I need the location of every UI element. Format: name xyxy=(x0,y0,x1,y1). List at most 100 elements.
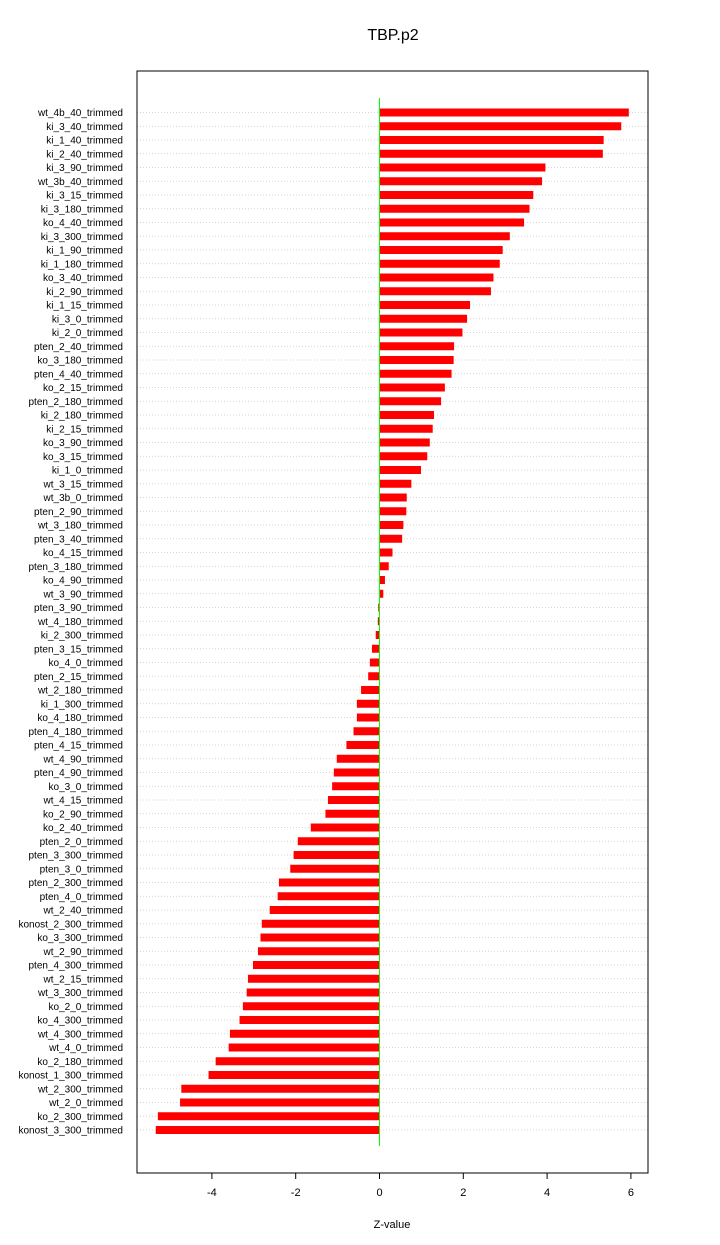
x-tick-label: 2 xyxy=(460,1187,466,1199)
category-label: ki_2_15_trimmed xyxy=(46,424,123,435)
bar xyxy=(378,603,380,612)
category-label: wt_2_40_trimmed xyxy=(43,906,123,917)
bar xyxy=(252,961,380,969)
category-label: wt_4_0_trimmed xyxy=(48,1043,123,1054)
bar xyxy=(379,479,412,488)
category-label: ki_1_300_trimmed xyxy=(41,699,123,710)
bar xyxy=(379,534,403,543)
category-label: ki_1_40_trimmed xyxy=(46,136,123,147)
bar xyxy=(155,1126,380,1134)
bar xyxy=(379,122,622,131)
category-label: wt_3_90_trimmed xyxy=(43,589,123,600)
category-label: ko_3_15_trimmed xyxy=(43,452,123,463)
category-label: ko_2_90_trimmed xyxy=(43,809,123,820)
bar xyxy=(379,136,604,144)
x-tick-label: 6 xyxy=(628,1187,634,1199)
category-label: wt_3_300_trimmed xyxy=(37,988,123,999)
bar xyxy=(379,163,546,172)
category-label: konost_2_300_trimmed xyxy=(18,919,123,930)
bar xyxy=(379,314,468,323)
bar xyxy=(379,273,494,282)
bar xyxy=(379,328,463,337)
bar xyxy=(277,892,380,901)
category-label: wt_2_15_trimmed xyxy=(43,974,123,985)
category-label: pten_3_40_trimmed xyxy=(34,534,123,545)
category-label: wt_3b_0_trimmed xyxy=(43,493,123,504)
category-label: pten_2_300_trimmed xyxy=(28,878,123,889)
category-label: wt_4_300_trimmed xyxy=(37,1029,123,1040)
bar xyxy=(157,1112,380,1121)
bar xyxy=(379,438,430,447)
bar xyxy=(208,1071,380,1079)
bar xyxy=(379,218,525,227)
bars-group xyxy=(155,108,629,1134)
bar xyxy=(379,191,534,199)
category-label: pten_2_90_trimmed xyxy=(34,507,123,518)
category-label: ko_2_180_trimmed xyxy=(37,1057,123,1068)
bar xyxy=(269,906,380,914)
bar xyxy=(379,342,455,351)
bar xyxy=(310,823,380,832)
bar xyxy=(242,1002,380,1011)
x-tick-label: 4 xyxy=(544,1187,550,1199)
category-label: ki_1_180_trimmed xyxy=(41,259,123,270)
category-label: ko_3_40_trimmed xyxy=(43,273,123,284)
bar xyxy=(278,878,380,887)
bar xyxy=(379,562,389,571)
bar xyxy=(379,493,407,502)
category-label: ko_4_15_trimmed xyxy=(43,548,123,559)
category-label: wt_3_180_trimmed xyxy=(37,521,123,532)
category-label: pten_3_15_trimmed xyxy=(34,644,123,655)
bar xyxy=(260,933,380,942)
category-label: pten_4_300_trimmed xyxy=(28,961,123,972)
bar xyxy=(379,383,445,392)
category-label: ko_3_0_trimmed xyxy=(49,782,123,793)
category-label: pten_4_180_trimmed xyxy=(28,727,123,738)
category-label: wt_3_15_trimmed xyxy=(43,479,123,490)
category-label: pten_4_0_trimmed xyxy=(40,892,123,903)
category-label: ki_1_0_trimmed xyxy=(52,466,123,477)
category-label: ko_2_40_trimmed xyxy=(43,823,123,834)
bar xyxy=(379,411,434,419)
category-label: ki_2_180_trimmed xyxy=(41,411,123,422)
bar xyxy=(379,466,421,474)
category-label: pten_4_40_trimmed xyxy=(34,369,123,380)
category-label: ko_4_40_trimmed xyxy=(43,218,123,229)
category-label: pten_2_40_trimmed xyxy=(34,342,123,353)
bar xyxy=(368,672,380,681)
category-label: ki_1_15_trimmed xyxy=(46,301,123,312)
bar xyxy=(361,686,380,694)
category-label: ki_3_180_trimmed xyxy=(41,204,123,215)
category-label: ko_4_300_trimmed xyxy=(37,1016,123,1027)
bar xyxy=(379,369,452,378)
bar xyxy=(379,589,384,598)
bar xyxy=(371,644,380,653)
x-tick-label: 0 xyxy=(376,1187,382,1199)
category-label: wt_2_90_trimmed xyxy=(43,947,123,958)
bar xyxy=(247,974,380,983)
bar xyxy=(379,149,603,158)
category-label: ko_2_300_trimmed xyxy=(37,1112,123,1123)
bar xyxy=(215,1057,380,1066)
category-label: wt_2_300_trimmed xyxy=(37,1084,123,1095)
category-label: pten_3_180_trimmed xyxy=(28,562,123,573)
category-label: pten_2_180_trimmed xyxy=(28,397,123,408)
category-label: wt_3b_40_trimmed xyxy=(37,177,123,188)
category-label: ki_3_15_trimmed xyxy=(46,191,123,202)
bar xyxy=(379,397,442,406)
bar xyxy=(327,796,380,804)
bar xyxy=(379,548,393,557)
category-labels: wt_4b_40_trimmed ki_3_40_trimmed ki_1_40_t… xyxy=(18,108,123,1137)
bar xyxy=(353,727,380,736)
bar xyxy=(229,1029,380,1038)
category-label: konost_3_300_trimmed xyxy=(18,1126,123,1137)
category-label: wt_4b_40_trimmed xyxy=(37,108,123,119)
category-label: ki_2_90_trimmed xyxy=(46,287,123,298)
category-label: wt_4_90_trimmed xyxy=(43,754,123,765)
bar xyxy=(379,356,454,364)
bar xyxy=(379,108,629,117)
category-label: ko_3_300_trimmed xyxy=(37,933,123,944)
bar xyxy=(379,576,385,584)
category-label: ki_3_0_trimmed xyxy=(52,314,123,325)
